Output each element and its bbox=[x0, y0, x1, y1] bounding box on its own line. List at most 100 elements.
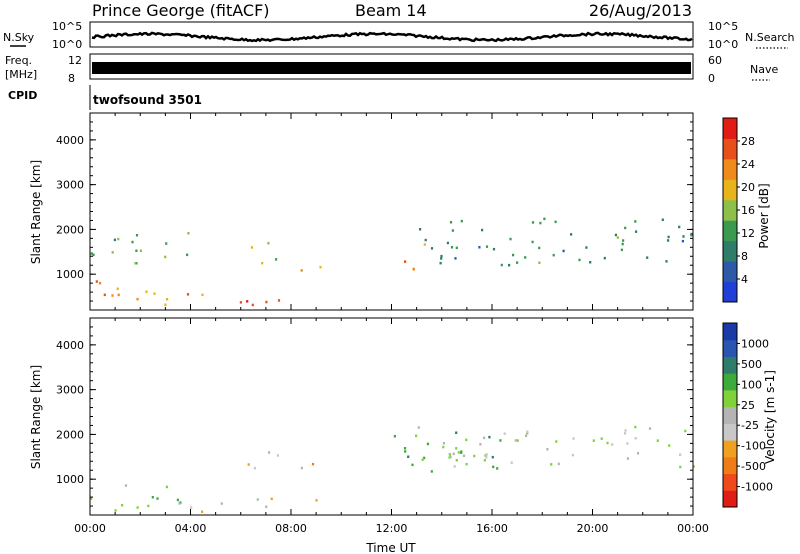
data-cell bbox=[616, 236, 619, 239]
nave-tick-top: 60 bbox=[708, 54, 722, 67]
data-cell bbox=[98, 281, 102, 285]
data-cell bbox=[250, 246, 253, 249]
freq-tick-bottom: 8 bbox=[68, 72, 75, 85]
data-cell bbox=[153, 292, 156, 295]
data-cell bbox=[600, 437, 603, 440]
data-cell bbox=[626, 442, 629, 445]
data-cell bbox=[166, 298, 169, 301]
data-cell bbox=[156, 497, 159, 500]
x-tick-label: 20:00 bbox=[577, 522, 609, 535]
data-cell bbox=[538, 261, 541, 264]
data-cell bbox=[275, 258, 278, 261]
data-cell bbox=[484, 454, 487, 457]
data-cell bbox=[552, 253, 555, 257]
data-cell bbox=[539, 221, 542, 225]
data-cell bbox=[277, 299, 281, 302]
nsearch-label: N.Search bbox=[745, 31, 795, 44]
colorbar-segment bbox=[723, 220, 737, 242]
data-cell bbox=[114, 509, 117, 512]
colorbar-tick-label: 500 bbox=[741, 358, 762, 371]
data-cell bbox=[404, 447, 407, 450]
data-cell bbox=[176, 498, 179, 502]
data-cell bbox=[165, 485, 168, 489]
velocity-panel-frame bbox=[89, 317, 694, 516]
colorbar-tick-label: 25 bbox=[741, 399, 755, 412]
data-cell bbox=[147, 504, 150, 508]
nave-label: Nave bbox=[750, 63, 778, 76]
nsky-tick-bottom: 10^0 bbox=[52, 38, 82, 51]
data-cell bbox=[488, 435, 491, 439]
data-cell bbox=[124, 484, 128, 487]
colorbar-tick-label: -1000 bbox=[741, 481, 773, 494]
data-cell bbox=[624, 432, 627, 435]
data-cell bbox=[113, 238, 116, 242]
data-cell bbox=[265, 505, 268, 508]
data-cell bbox=[455, 431, 458, 434]
colorbar-segment bbox=[723, 490, 737, 508]
data-cell bbox=[423, 243, 426, 246]
data-cell bbox=[300, 269, 303, 272]
data-cell bbox=[684, 429, 687, 433]
y-tick-label: 1000 bbox=[56, 473, 84, 486]
data-cell bbox=[496, 467, 499, 470]
data-cell bbox=[570, 233, 573, 236]
data-cell bbox=[411, 463, 414, 467]
velocity-ylabel: Slant Range [km] bbox=[29, 365, 43, 469]
data-cell bbox=[117, 293, 120, 297]
velocity-colorbar-label: Velocity [m s-1] bbox=[763, 370, 777, 464]
data-cell bbox=[635, 230, 638, 233]
data-cell bbox=[415, 434, 418, 438]
colorbar-tick-label: 16 bbox=[741, 204, 755, 217]
data-cell bbox=[512, 253, 515, 257]
data-cell bbox=[626, 457, 629, 460]
data-cell bbox=[499, 439, 502, 442]
data-cell bbox=[319, 265, 322, 269]
data-cell bbox=[554, 220, 557, 224]
data-cell bbox=[404, 450, 407, 453]
colorbar-segment bbox=[723, 456, 737, 475]
data-cell bbox=[404, 260, 407, 263]
data-cell bbox=[492, 247, 496, 251]
data-cell bbox=[550, 463, 553, 466]
colorbar-segment bbox=[723, 261, 737, 283]
data-cell bbox=[165, 242, 168, 245]
data-cell bbox=[186, 253, 189, 257]
data-cell bbox=[485, 453, 488, 456]
data-cell bbox=[646, 256, 649, 259]
colorbar-segment bbox=[723, 138, 737, 160]
data-cell bbox=[572, 437, 575, 440]
colorbar-tick-label: 24 bbox=[741, 158, 755, 171]
data-cell bbox=[135, 249, 138, 252]
data-cell bbox=[265, 300, 268, 304]
colorbar-segment bbox=[723, 199, 737, 221]
y-tick-label: 4000 bbox=[56, 339, 84, 352]
x-tick-label: 16:00 bbox=[476, 522, 508, 535]
colorbar-segment bbox=[723, 281, 737, 303]
data-cell bbox=[276, 454, 279, 457]
data-cell bbox=[424, 238, 427, 242]
data-cell bbox=[636, 452, 640, 455]
data-cell bbox=[201, 510, 204, 513]
data-cell bbox=[682, 235, 685, 238]
colorbar-tick-label: 100 bbox=[741, 378, 762, 391]
data-cell bbox=[239, 301, 242, 304]
colorbar-segment bbox=[723, 339, 737, 357]
data-cell bbox=[187, 232, 190, 235]
data-cell bbox=[300, 466, 303, 470]
cpid-value: twofsound 3501 bbox=[93, 93, 202, 107]
colorbar-segment bbox=[723, 406, 737, 424]
data-cell bbox=[538, 246, 541, 250]
colorbar-segment bbox=[723, 179, 737, 201]
data-cell bbox=[440, 254, 443, 258]
data-cell bbox=[201, 293, 204, 297]
freq-label: Freq. bbox=[5, 54, 32, 67]
colorbar-tick-label: 4 bbox=[741, 273, 748, 286]
power-ylabel: Slant Range [km] bbox=[29, 160, 43, 264]
data-cell bbox=[246, 300, 249, 303]
colorbar-segment bbox=[723, 440, 737, 458]
colorbar-segment bbox=[723, 473, 737, 491]
data-cell bbox=[478, 246, 481, 249]
freq-unit: [MHz] bbox=[5, 68, 37, 81]
data-cell bbox=[525, 434, 528, 437]
x-tick-label: 00:00 bbox=[677, 522, 709, 535]
